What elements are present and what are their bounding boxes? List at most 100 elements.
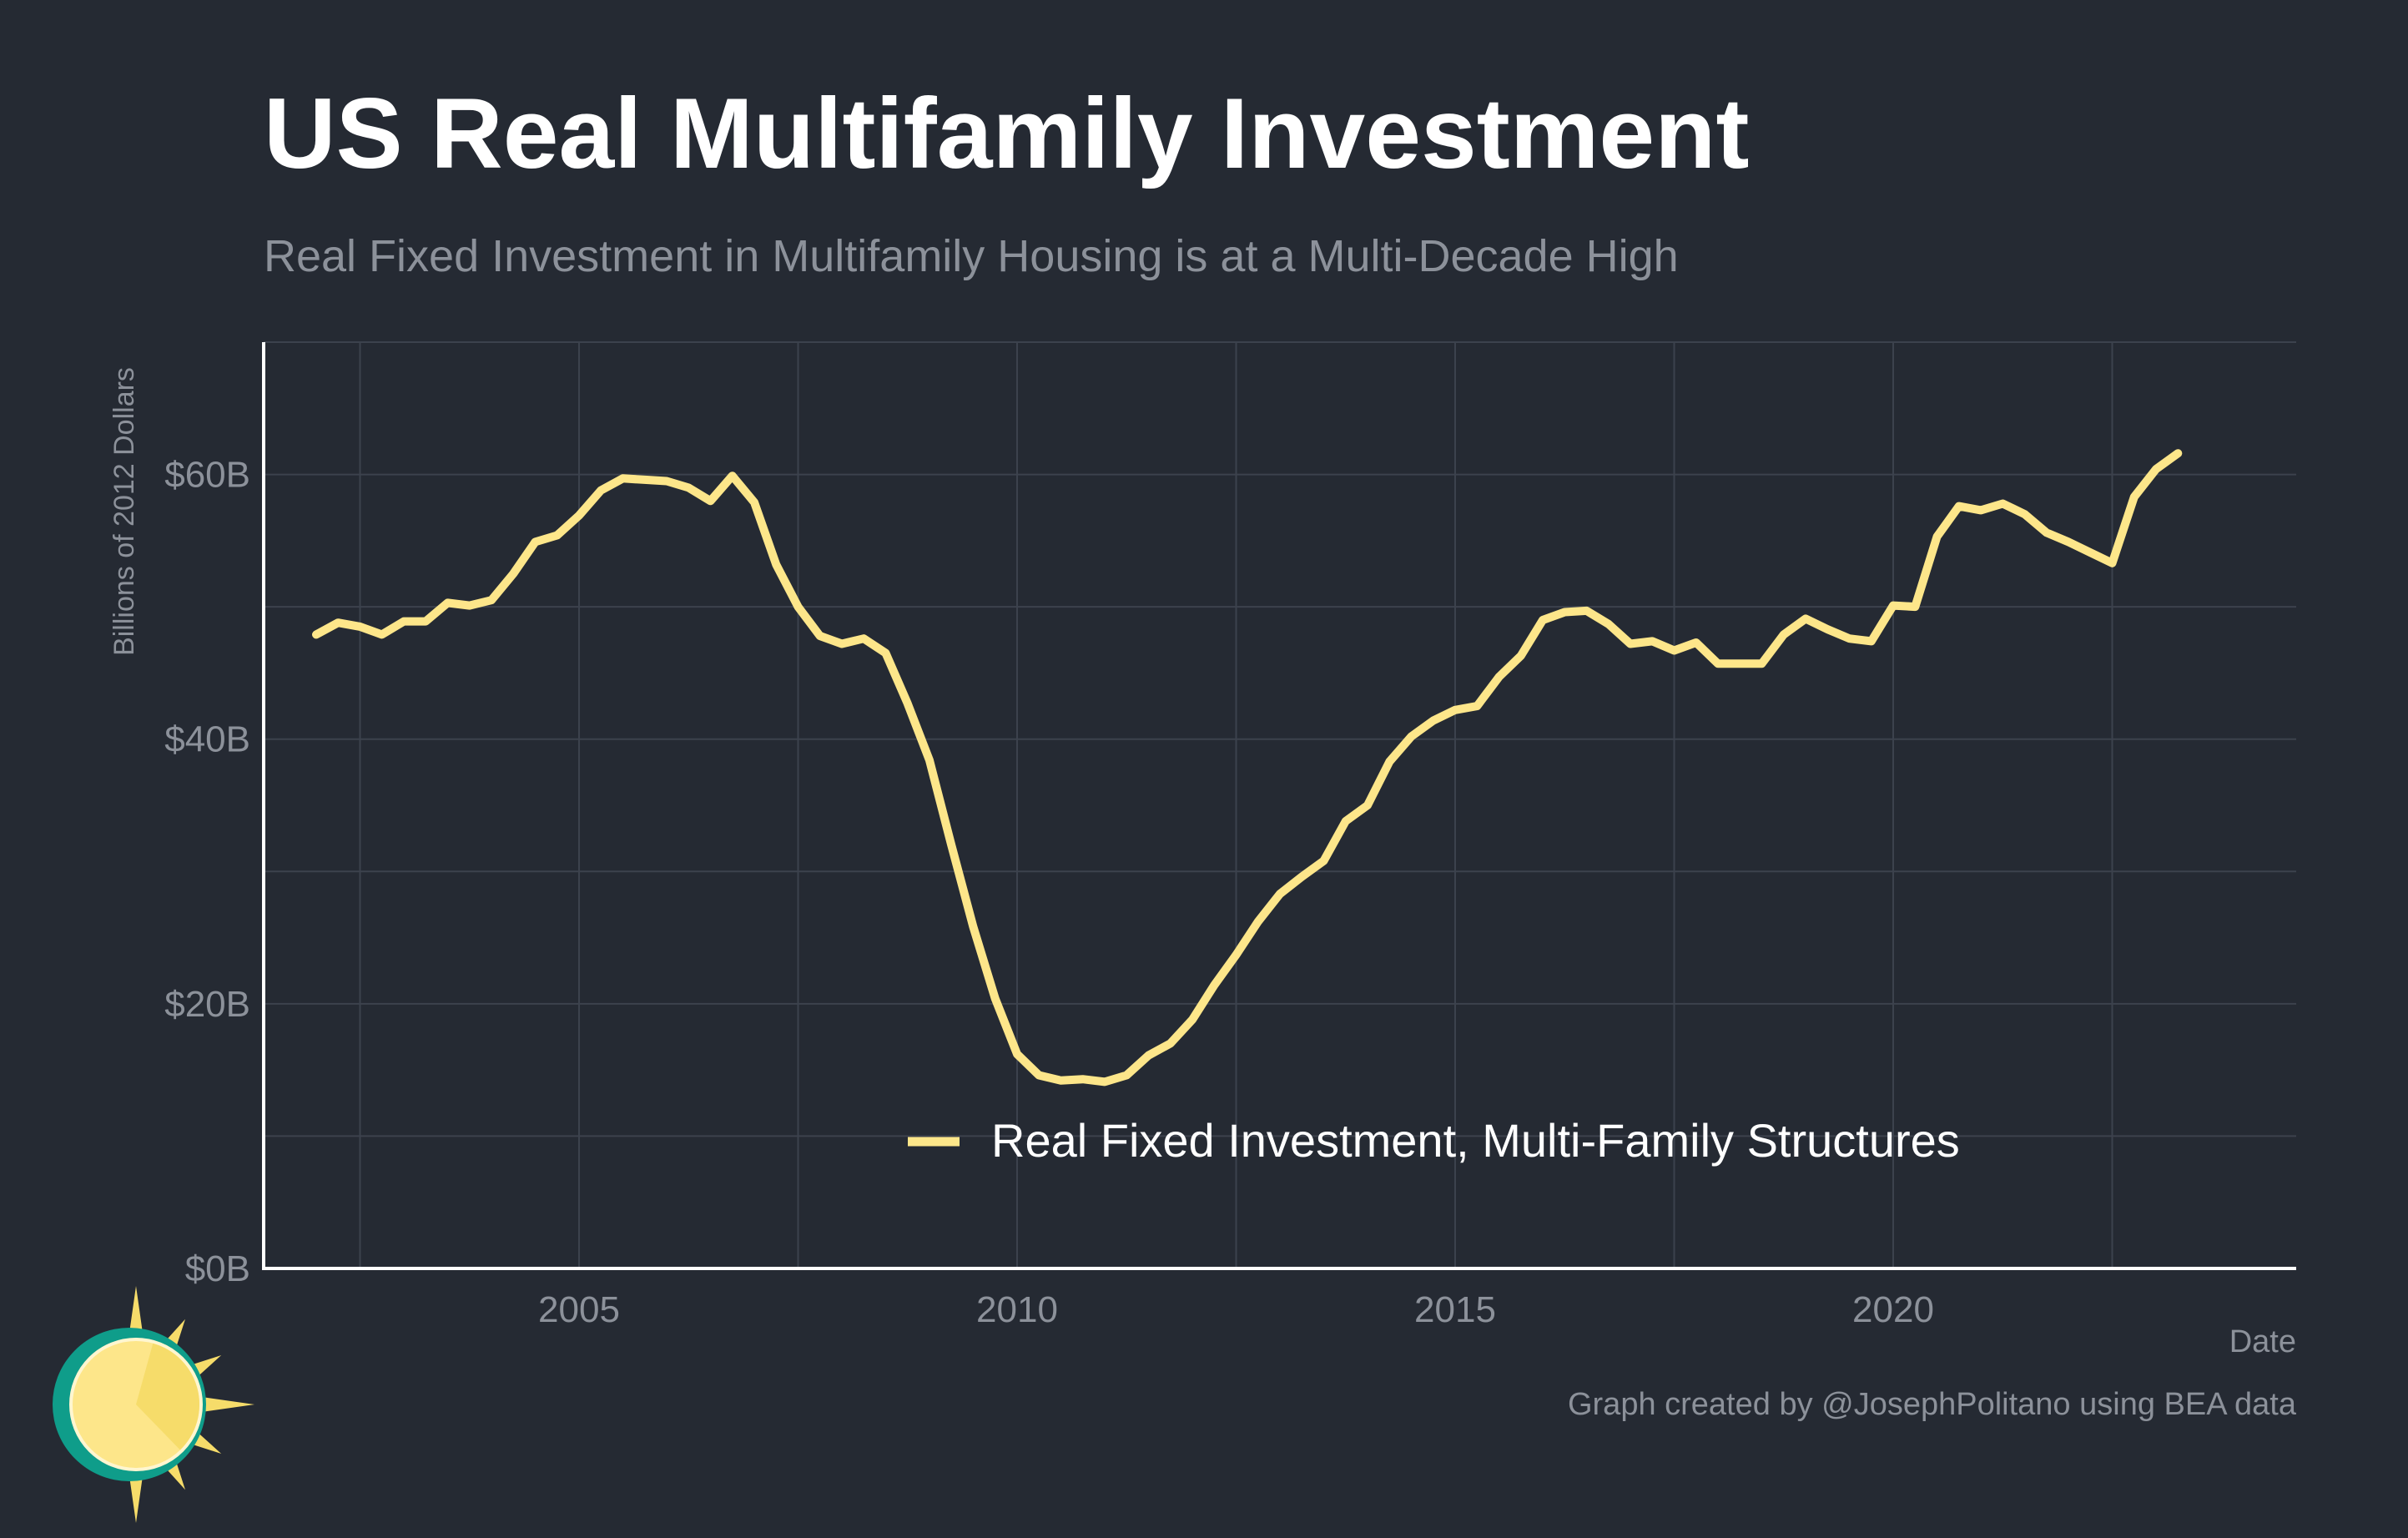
- source-caption: Graph created by @JosephPolitano using B…: [1567, 1387, 2296, 1422]
- data-point: [883, 650, 889, 656]
- data-point: [2088, 550, 2093, 556]
- data-point: [1934, 534, 1940, 540]
- data-point: [423, 618, 429, 624]
- data-point: [839, 641, 844, 647]
- data-point: [1365, 803, 1370, 808]
- data-point: [1978, 507, 1983, 513]
- data-point: [642, 477, 647, 482]
- data-point: [1912, 604, 1918, 610]
- data-point: [2131, 494, 2137, 500]
- data-point: [1343, 819, 1348, 824]
- y-axis-ticks: $0B $20B $40B $60B: [164, 455, 250, 1289]
- data-point: [708, 498, 713, 504]
- chart-subtitle: Real Fixed Investment in Multifamily Hou…: [264, 231, 1679, 281]
- series-group: [312, 449, 2183, 1087]
- data-point: [1212, 982, 1217, 988]
- data-point: [1518, 653, 1524, 658]
- legend: Real Fixed Investment, Multi-Family Stru…: [908, 1114, 1960, 1167]
- data-point: [445, 600, 451, 606]
- data-point: [1715, 661, 1720, 667]
- data-point: [1408, 734, 1414, 739]
- data-point: [2066, 539, 2071, 545]
- data-point: [927, 758, 932, 764]
- data-point: [1387, 759, 1393, 764]
- data-point: [1321, 858, 1327, 864]
- data-point: [992, 996, 998, 1001]
- legend-label: Real Fixed Investment, Multi-Family Stru…: [991, 1114, 1960, 1167]
- data-point: [1277, 891, 1282, 897]
- axes: [262, 342, 2296, 1270]
- data-point: [1299, 874, 1305, 880]
- data-point: [1693, 639, 1699, 645]
- data-point: [357, 623, 363, 629]
- x-tick-label: 2010: [976, 1289, 1058, 1330]
- data-point: [2043, 530, 2049, 536]
- data-point: [489, 598, 494, 603]
- data-point: [904, 700, 910, 706]
- data-point: [1759, 661, 1765, 667]
- data-point: [1868, 638, 1874, 644]
- data-point: [1803, 616, 1808, 622]
- data-point: [1825, 627, 1831, 633]
- data-point: [729, 473, 735, 479]
- data-point: [554, 532, 560, 538]
- data-point: [598, 487, 604, 493]
- x-axis-label: Date: [2229, 1324, 2296, 1359]
- x-tick-label: 2020: [1852, 1289, 1934, 1330]
- data-point: [1846, 636, 1852, 642]
- y-axis-label: Billions of 2012 Dollars: [108, 367, 140, 656]
- data-point: [970, 924, 976, 930]
- data-point: [1124, 1072, 1130, 1078]
- x-tick-label: 2005: [538, 1289, 620, 1330]
- data-point: [1015, 1051, 1020, 1057]
- data-point: [335, 620, 341, 626]
- data-point: [686, 485, 692, 491]
- data-point: [1190, 1016, 1195, 1022]
- data-point: [2175, 451, 2181, 456]
- sun-ray: [195, 1395, 254, 1414]
- y-tick-label: $60B: [164, 455, 250, 496]
- data-point: [1737, 661, 1743, 667]
- data-point: [817, 633, 823, 639]
- data-point: [1605, 621, 1611, 627]
- data-point: [577, 512, 582, 518]
- data-point: [1891, 603, 1896, 608]
- data-point: [1146, 1052, 1151, 1058]
- data-point: [1540, 618, 1545, 623]
- data-point: [1430, 718, 1436, 724]
- grid-lines: [264, 341, 2296, 1269]
- data-point: [1080, 1077, 1086, 1082]
- data-point: [861, 636, 867, 642]
- sun-logo-icon: [53, 1286, 254, 1523]
- x-tick-label: 2015: [1414, 1289, 1496, 1330]
- data-point: [1584, 608, 1589, 613]
- data-point: [1650, 638, 1655, 644]
- data-point: [1233, 952, 1239, 958]
- data-point: [314, 632, 319, 638]
- data-point: [2022, 512, 2028, 517]
- data-point: [752, 499, 757, 505]
- y-tick-label: $20B: [164, 984, 250, 1025]
- data-point: [1628, 641, 1633, 647]
- data-point: [1474, 703, 1480, 709]
- data-point: [1562, 609, 1568, 615]
- x-axis-ticks: 2005 2010 2015 2020: [538, 1289, 1934, 1330]
- data-point: [1036, 1072, 1042, 1078]
- data-point: [1781, 632, 1786, 638]
- data-point: [379, 632, 385, 638]
- data-point: [1453, 707, 1458, 713]
- data-point: [511, 571, 516, 577]
- data-point: [401, 618, 406, 624]
- series-line: [312, 449, 2183, 1087]
- data-point: [795, 604, 801, 610]
- data-point: [1496, 674, 1502, 680]
- data-point: [1167, 1041, 1173, 1046]
- data-point: [2000, 501, 2006, 507]
- y-tick-label: $0B: [185, 1248, 250, 1289]
- data-point: [1671, 648, 1677, 653]
- logo-slice: [136, 1343, 199, 1450]
- data-point: [532, 539, 538, 545]
- data-point: [2109, 560, 2115, 566]
- data-point: [773, 562, 779, 567]
